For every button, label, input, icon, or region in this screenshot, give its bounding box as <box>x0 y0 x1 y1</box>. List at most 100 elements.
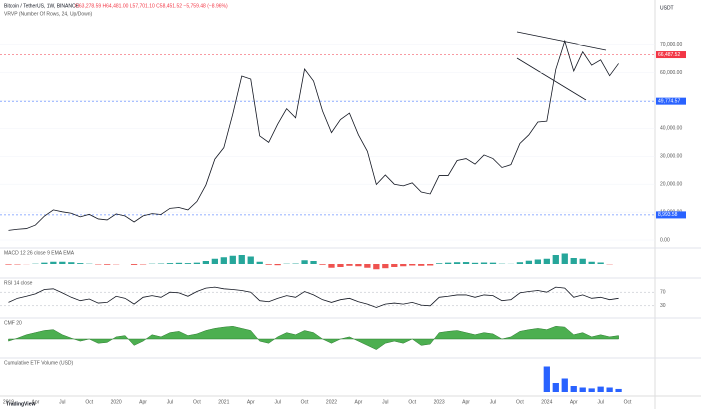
pane-title: MACD 12 26 close 9 EMA EMA <box>4 250 75 256</box>
bar <box>534 259 541 264</box>
x-tick-label: 2020 <box>111 399 122 405</box>
y-tick-label: 70 <box>660 290 666 296</box>
x-tick-label: Apr <box>139 399 147 405</box>
x-tick-label: 2019 <box>3 399 14 405</box>
pane-title: CMF 20 <box>4 320 22 326</box>
trendline <box>516 31 607 51</box>
bar <box>382 264 389 269</box>
x-tick-label: Oct <box>624 399 632 405</box>
bar <box>427 264 434 266</box>
x-tick-label: Oct <box>301 399 309 405</box>
price-label-bg <box>656 51 686 59</box>
x-tick-label: Oct <box>516 399 524 405</box>
symbol-title: Bitcoin / TetherUS, 1W, BINANCE <box>4 3 80 9</box>
x-tick-label: Jul <box>167 399 173 405</box>
bar <box>220 257 227 264</box>
bar <box>462 262 470 264</box>
bar <box>211 258 218 264</box>
x-tick-label: Jul <box>597 399 603 405</box>
bar <box>346 264 353 266</box>
bar <box>409 264 416 266</box>
bar <box>41 262 48 264</box>
x-tick-label: Jul <box>490 399 496 405</box>
pane-title: RSI 14 close <box>4 280 33 286</box>
bar <box>68 262 75 264</box>
bar <box>480 262 488 264</box>
bar <box>310 261 317 264</box>
y-tick-label: 70,000.00 <box>660 42 682 48</box>
bar <box>418 264 425 266</box>
pane-title: Cumulative ETF Volume (USD) <box>4 360 74 366</box>
bar <box>77 263 84 264</box>
bar <box>5 264 12 265</box>
trendline <box>516 57 587 101</box>
logo: TradingView <box>6 401 35 407</box>
bar <box>373 264 380 270</box>
x-tick-label: Apr <box>32 399 40 405</box>
bar <box>256 261 263 264</box>
bar <box>597 262 604 264</box>
bar <box>588 388 595 392</box>
bar <box>444 262 452 264</box>
bar <box>552 255 559 264</box>
ohlc: O63,278.59 H64,481.00 L57,701.10 C58,451… <box>75 3 228 9</box>
bar <box>166 263 174 264</box>
bar <box>615 388 622 392</box>
bar <box>400 264 407 267</box>
price-label: 49,774.57 <box>658 98 680 104</box>
y-tick-label: 0.00 <box>660 237 670 243</box>
bar <box>193 262 201 264</box>
bar <box>525 260 533 264</box>
bar <box>570 258 577 264</box>
bar <box>238 255 245 264</box>
bar <box>561 253 568 264</box>
bar <box>606 387 613 392</box>
price-label-bg <box>656 211 686 219</box>
bar <box>355 264 362 267</box>
bar <box>184 263 192 264</box>
price-label: 66,487.52 <box>658 52 680 58</box>
bar <box>471 262 479 264</box>
y-tick-label: 60,000.00 <box>660 70 682 76</box>
x-tick-label: Oct <box>408 399 416 405</box>
x-tick-label: Apr <box>462 399 470 405</box>
x-tick-label: Apr <box>355 399 363 405</box>
bar <box>104 264 111 265</box>
bar <box>570 386 577 392</box>
bar <box>543 366 550 392</box>
bar <box>319 264 326 265</box>
bar <box>579 387 586 392</box>
x-tick-label: 2023 <box>434 399 445 405</box>
bar <box>588 261 595 264</box>
bar <box>274 264 281 266</box>
currency: USDT <box>660 5 674 11</box>
bar <box>516 262 524 264</box>
bar <box>391 264 398 267</box>
x-tick-label: 2024 <box>541 399 552 405</box>
bar <box>489 262 497 264</box>
area-series <box>8 325 619 350</box>
bar <box>50 261 57 264</box>
bar <box>265 264 272 265</box>
bar <box>561 378 568 392</box>
x-tick-label: Jul <box>382 399 388 405</box>
y-tick-label: 20,000.00 <box>660 182 682 188</box>
y-tick-label: 30 <box>660 303 666 309</box>
x-tick-label: Oct <box>85 399 93 405</box>
line-series <box>8 39 619 231</box>
bar <box>247 256 254 264</box>
indicator-label: VRVP (Number Of Rows, 24, Up/Down) <box>4 11 93 17</box>
bar <box>436 263 443 264</box>
y-tick-label: 30,000.00 <box>660 154 682 160</box>
bar <box>543 258 550 264</box>
bar <box>229 255 236 264</box>
x-tick-label: Jul <box>274 399 280 405</box>
x-tick-label: Apr <box>247 399 255 405</box>
x-tick-label: Jul <box>59 399 65 405</box>
price-label: 8,993.58 <box>658 212 678 218</box>
bar <box>579 258 586 264</box>
y-tick-label: 40,000.00 <box>660 126 682 132</box>
bar <box>597 386 604 392</box>
bar <box>202 261 210 264</box>
